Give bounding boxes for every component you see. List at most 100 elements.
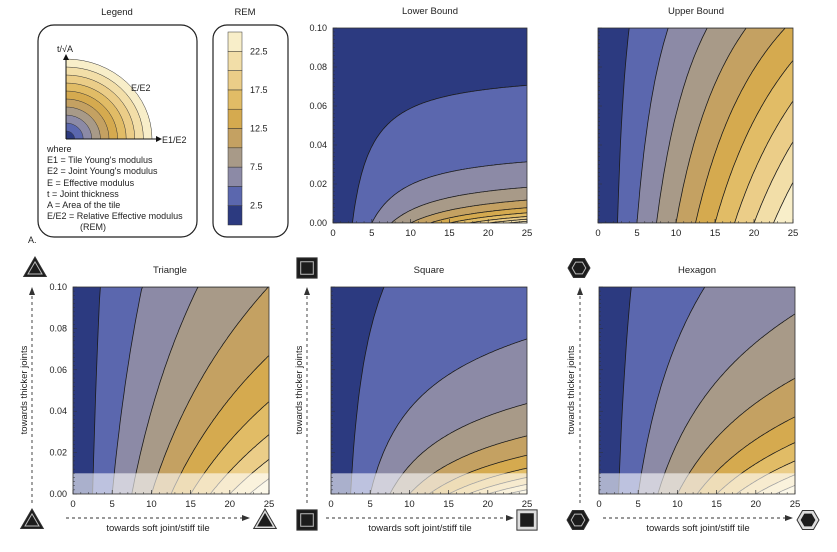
- x-tick-label: 25: [790, 499, 801, 510]
- contour-line: [599, 287, 795, 494]
- hexagon-inner-icon: [571, 261, 587, 275]
- contour-line: [333, 207, 527, 223]
- colorbar-band: [227, 128, 243, 149]
- colorbar-band: [227, 147, 243, 168]
- plot-title: Square: [414, 265, 445, 276]
- x-tick-label: 25: [264, 499, 275, 510]
- x-tick-label: 25: [788, 228, 799, 239]
- colorbar-band: [227, 51, 243, 71]
- legend-title: Legend: [101, 7, 133, 18]
- colorbar: 2.5 7.5 12.5 17.5 22.5: [227, 31, 268, 226]
- colorbar-band: [227, 166, 243, 187]
- contour-line: [598, 141, 793, 223]
- contour-line: [598, 28, 793, 223]
- contour-line: [73, 401, 269, 494]
- contour-plot-square: Square 0 5 10 15 20 25: [328, 265, 532, 510]
- contour-line: [599, 416, 795, 494]
- colorbar-tick-label: 17.5: [250, 85, 268, 95]
- x-tick-label: 25: [522, 228, 533, 239]
- contour-plot-triangle: Triangle 0 5 10 15 20 25 0.00 0.02 0.04 0.06 0.08 0.…: [49, 265, 274, 510]
- colorbar-tick-label: 7.5: [250, 162, 263, 172]
- contour-line: [599, 442, 795, 494]
- contour-bands: [73, 287, 269, 494]
- plots: Lower Bound 0 5 10 15 20 25 0.00 0.02 0.04 0.06 0.0…: [49, 6, 800, 510]
- arrow-up-icon: [577, 287, 583, 295]
- colorbar-band: [227, 186, 243, 206]
- y-tick-label: 0.06: [309, 101, 327, 111]
- contour-line: [73, 287, 269, 494]
- x-tick-label: 20: [483, 499, 494, 510]
- colorbar-tick-label: 12.5: [250, 124, 268, 134]
- x-axis-label: towards soft joint/stiff tile: [368, 523, 471, 534]
- triangle-inner-icon: [24, 512, 40, 527]
- x-tick-label: 0: [595, 228, 600, 239]
- contour-line: [333, 85, 527, 223]
- shaded-region: [73, 473, 269, 494]
- colorbar-band: [227, 31, 243, 52]
- x-tick-label: 15: [185, 499, 196, 510]
- triangle-inner-icon: [27, 260, 43, 275]
- hexagon-inner-icon: [570, 513, 586, 527]
- y-tick-label: 0.04: [309, 140, 327, 150]
- square-icon: [296, 509, 318, 531]
- colorbar-tick-label: 2.5: [250, 201, 263, 211]
- x-tick-label: 20: [225, 499, 236, 510]
- contour-line: [333, 216, 527, 223]
- x-tick-label: 10: [671, 228, 682, 239]
- hexagon-icon: [566, 510, 590, 530]
- contour-line: [598, 28, 793, 223]
- x-tick-label: 15: [710, 228, 721, 239]
- y-tick-label: 0.08: [309, 62, 327, 72]
- y-tick-label: 0.00: [309, 218, 327, 228]
- x-tick-label: 20: [751, 499, 762, 510]
- x-axis-label: towards soft joint/stiff tile: [646, 523, 749, 534]
- contour-line: [333, 199, 527, 223]
- x-tick-label: 15: [443, 499, 454, 510]
- legend-definition: A = Area of the tile: [47, 200, 120, 210]
- panel-label: A.: [28, 235, 37, 245]
- legend-curve-label: E/E2: [131, 83, 151, 93]
- contour-bands: [333, 28, 527, 223]
- colorbar-band: [227, 108, 243, 129]
- x-tick-label: 5: [110, 499, 115, 510]
- plot-title: Hexagon: [678, 265, 716, 276]
- x-tick-label: 25: [522, 499, 533, 510]
- y-tick-label: 0.06: [49, 365, 67, 375]
- x-tick-label: 15: [444, 228, 455, 239]
- y-tick-label: 0.04: [49, 406, 67, 416]
- x-tick-label: 5: [369, 228, 374, 239]
- legend-x-axis-label: E1/E2: [162, 135, 187, 145]
- contour-line: [333, 186, 527, 223]
- legend-y-axis-label: t/√A: [57, 44, 73, 54]
- x-tick-label: 5: [634, 228, 639, 239]
- x-tick-label: 0: [70, 499, 75, 510]
- arrow-up-icon: [63, 54, 69, 60]
- y-tick-label: 0.10: [309, 23, 327, 33]
- contour-line: [331, 338, 527, 494]
- square-inner-icon: [300, 261, 314, 275]
- contour-line: [331, 403, 527, 494]
- contour-band: [73, 401, 269, 494]
- contour-bands: [599, 287, 795, 494]
- legend-where: where: [46, 144, 72, 154]
- plot-title: Lower Bound: [402, 6, 458, 17]
- square-inner-icon: [300, 513, 314, 527]
- contour-line: [333, 212, 527, 223]
- y-axis-label: towards thicker joints: [19, 345, 30, 434]
- contour-line: [598, 28, 793, 223]
- colorbar-tick-label: 22.5: [250, 46, 268, 56]
- y-axis-label: towards thicker joints: [294, 345, 305, 434]
- arrow-up-icon: [304, 287, 310, 295]
- x-tick-label: 10: [404, 499, 415, 510]
- x-tick-label: 0: [330, 228, 335, 239]
- hexagon-icon: [567, 258, 591, 278]
- contour-line: [599, 377, 795, 494]
- contour-plot-upper-bound: Upper Bound 0 5 10 15 20 25: [595, 6, 798, 239]
- colorbar-band: [227, 89, 243, 110]
- x-tick-label: 0: [596, 499, 601, 510]
- y-axis-label: towards thicker joints: [566, 345, 577, 434]
- legend-definition: E2 = Joint Young's modulus: [47, 166, 158, 176]
- arrow-right-icon: [506, 515, 514, 521]
- contour-line: [73, 355, 269, 494]
